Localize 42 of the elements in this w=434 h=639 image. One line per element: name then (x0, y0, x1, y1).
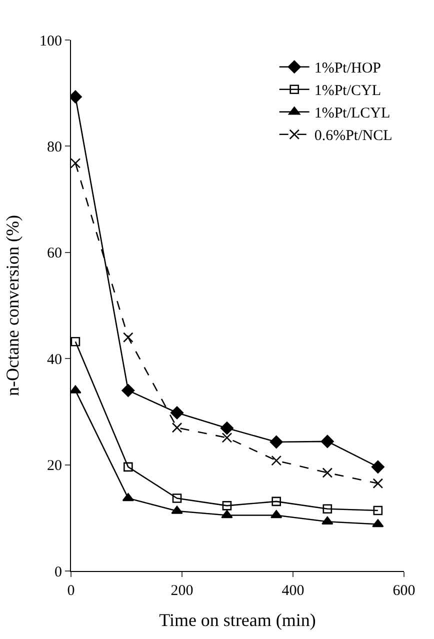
point (271, 455, 282, 466)
point (222, 501, 232, 510)
y-tick-label: 40 (47, 352, 62, 368)
point (122, 384, 135, 397)
point (172, 494, 182, 503)
legend-label: 1%Pt/LCYL (314, 106, 390, 122)
point (124, 462, 133, 472)
point (373, 506, 383, 516)
x-tick-label: 0 (67, 583, 75, 599)
point (123, 332, 134, 343)
x-tick-label: 200 (170, 583, 194, 599)
point (322, 516, 334, 525)
point (172, 422, 182, 433)
y-tick-label: 80 (47, 139, 62, 156)
x-tick-label: 400 (282, 583, 304, 599)
point (270, 435, 283, 448)
y-axis-title: n-Octane conversion (%) (2, 215, 23, 396)
x-axis-title: Time on stream (min) (159, 610, 316, 630)
y-tick-label: 100 (40, 33, 62, 50)
point (372, 519, 384, 528)
point (71, 385, 82, 394)
point (220, 422, 234, 435)
point (272, 496, 281, 506)
x-tick-label: 600 (392, 583, 416, 599)
legend-label: 0.6%Pt/NCL (314, 128, 392, 144)
point (71, 336, 80, 346)
point (322, 504, 332, 514)
point (372, 478, 384, 489)
point (371, 460, 384, 474)
y-tick-label: 0 (54, 564, 62, 580)
legend-label: 1%Pt/HOP (314, 60, 382, 77)
y-tick-label: 20 (47, 458, 62, 474)
point (322, 468, 333, 478)
point (170, 406, 184, 420)
point (171, 506, 183, 514)
point (221, 510, 233, 518)
point (222, 432, 232, 443)
point (320, 434, 334, 448)
y-tick-label: 60 (47, 246, 62, 262)
point (270, 510, 282, 518)
point (71, 158, 81, 168)
legend-label: 1%Pt/CYL (314, 83, 382, 100)
